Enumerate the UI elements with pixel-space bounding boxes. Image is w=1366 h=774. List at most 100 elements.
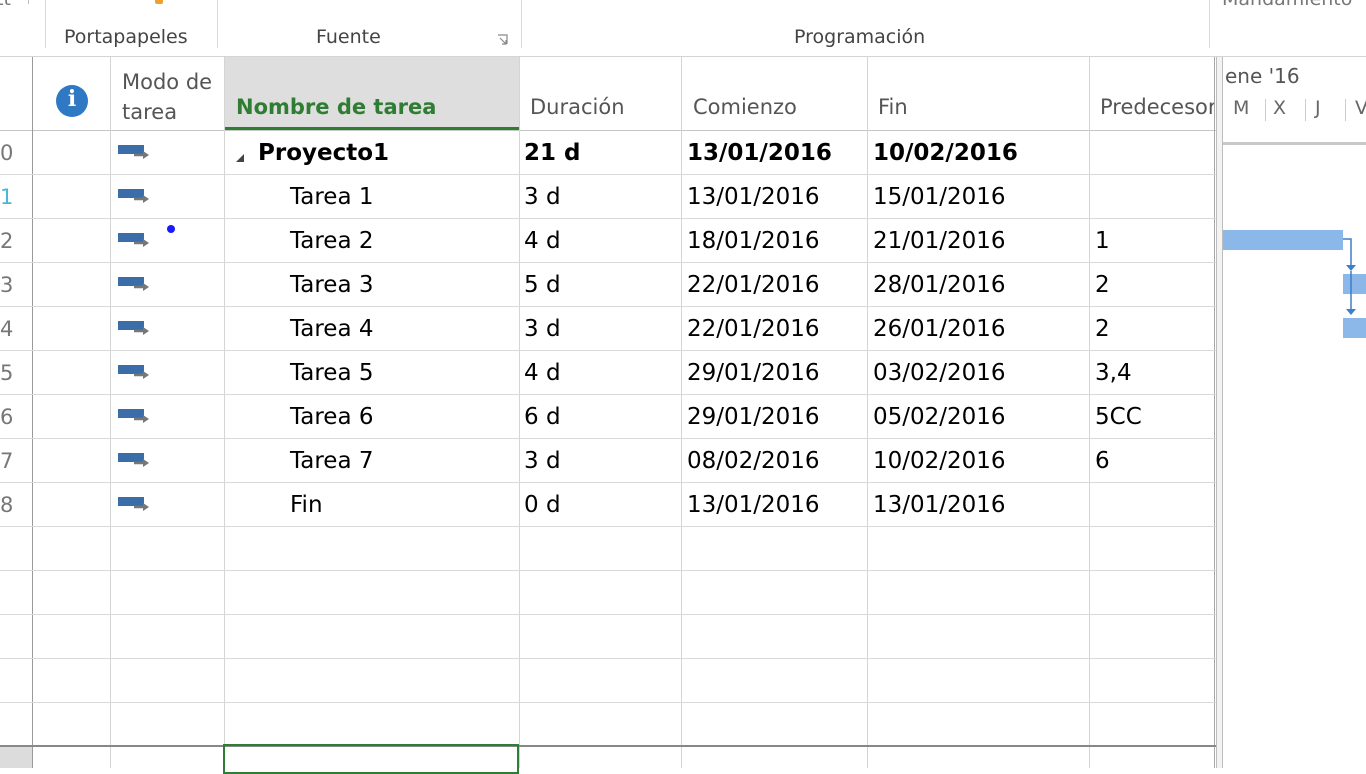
header-task-name[interactable]: Nombre de tarea: [236, 95, 437, 119]
grid-vline: [867, 57, 868, 768]
predecessors-cell[interactable]: 6: [1095, 448, 1110, 474]
task-name-cell[interactable]: Proyecto1: [258, 140, 390, 166]
auto-scheduled-icon: [118, 407, 152, 429]
task-name-cell[interactable]: Fin: [290, 492, 323, 518]
table-row[interactable]: 2 Tarea 2 4 d 18/01/2016 21/01/2016 1: [0, 219, 1214, 263]
header-selected-bg: [225, 57, 519, 129]
info-icon[interactable]: i: [56, 85, 88, 117]
indicator-dot: [167, 225, 175, 233]
finish-cell[interactable]: 10/02/2016: [873, 448, 1006, 474]
paste-icon[interactable]: [155, 0, 163, 4]
row-number: 1: [0, 185, 14, 209]
table-row[interactable]: 1 Tarea 1 3 d 13/01/2016 15/01/2016: [0, 175, 1214, 219]
task-sheet[interactable]: i Modo de tarea Nombre de tarea Duración…: [0, 57, 1216, 774]
grid-row-line: [0, 614, 1216, 615]
gantt-dependency-links: [1343, 238, 1356, 315]
gantt-bar-tarea-4[interactable]: [1343, 318, 1366, 338]
start-cell[interactable]: 22/01/2016: [687, 272, 820, 298]
grid-row-line: [0, 350, 1216, 351]
header-start[interactable]: Comienzo: [693, 95, 797, 119]
predecessors-cell[interactable]: 2: [1095, 272, 1110, 298]
finish-cell[interactable]: 15/01/2016: [873, 184, 1006, 210]
grid-row-line: [0, 262, 1216, 263]
auto-scheduled-icon: [118, 231, 152, 253]
gantt-summary-line: [1223, 142, 1366, 145]
finish-cell[interactable]: 26/01/2016: [873, 316, 1006, 342]
predecessors-cell[interactable]: 3,4: [1095, 360, 1132, 386]
grid-row-line: [0, 306, 1216, 307]
duration-cell[interactable]: 4 d: [524, 360, 561, 386]
header-task-mode-line1: Modo de: [122, 70, 213, 94]
ribbon: tt Portapapeles Fuente Programación Mand…: [0, 0, 1366, 57]
gantt-bar-tarea-3[interactable]: [1343, 274, 1366, 294]
task-name-cell[interactable]: Tarea 1: [290, 184, 374, 210]
task-name-cell[interactable]: Tarea 6: [290, 404, 374, 430]
finish-cell[interactable]: 05/02/2016: [873, 404, 1006, 430]
start-cell[interactable]: 08/02/2016: [687, 448, 820, 474]
view-splitter[interactable]: [1216, 57, 1223, 768]
duration-cell[interactable]: 6 d: [524, 404, 561, 430]
finish-cell[interactable]: 03/02/2016: [873, 360, 1006, 386]
duration-cell[interactable]: 3 d: [524, 184, 561, 210]
table-row[interactable]: 4 Tarea 4 3 d 22/01/2016 26/01/2016 2: [0, 307, 1214, 351]
grid-vline: [32, 57, 33, 768]
row-number: 8: [0, 493, 14, 517]
auto-scheduled-icon: [118, 319, 152, 341]
table-row[interactable]: 0 Proyecto1 21 d 13/01/2016 10/02/2016: [0, 131, 1214, 175]
header-task-mode-line2: tarea: [122, 100, 178, 124]
auto-scheduled-icon: [118, 187, 152, 209]
task-name-cell[interactable]: Tarea 2: [290, 228, 374, 254]
predecessors-cell[interactable]: 2: [1095, 316, 1110, 342]
task-name-cell[interactable]: Tarea 5: [290, 360, 374, 386]
start-cell[interactable]: 29/01/2016: [687, 360, 820, 386]
table-row[interactable]: 7 Tarea 7 3 d 08/02/2016 10/02/2016 6: [0, 439, 1214, 483]
row-number: 7: [0, 449, 14, 473]
start-cell[interactable]: 13/01/2016: [687, 140, 832, 166]
gantt-day-sep: [1305, 99, 1306, 121]
start-cell[interactable]: 13/01/2016: [687, 184, 820, 210]
predecessors-cell[interactable]: 5CC: [1095, 404, 1142, 430]
duration-cell[interactable]: 0 d: [524, 492, 561, 518]
header-task-mode[interactable]: Modo de tarea: [122, 67, 212, 127]
task-name-cell[interactable]: Tarea 3: [290, 272, 374, 298]
finish-cell[interactable]: 13/01/2016: [873, 492, 1006, 518]
header-duration[interactable]: Duración: [530, 95, 625, 119]
duration-cell[interactable]: 4 d: [524, 228, 561, 254]
duration-cell[interactable]: 5 d: [524, 272, 561, 298]
start-cell[interactable]: 18/01/2016: [687, 228, 820, 254]
row-number: 6: [0, 405, 14, 429]
ribbon-separator: [217, 0, 218, 48]
table-row[interactable]: 8 Fin 0 d 13/01/2016 13/01/2016: [0, 483, 1214, 527]
grid-vline: [681, 57, 682, 768]
duration-cell[interactable]: 3 d: [524, 316, 561, 342]
table-row[interactable]: 5 Tarea 5 4 d 29/01/2016 03/02/2016 3,4: [0, 351, 1214, 395]
auto-scheduled-icon: [118, 275, 152, 297]
duration-cell[interactable]: 21 d: [524, 140, 581, 166]
task-name-cell[interactable]: Tarea 4: [290, 316, 374, 342]
table-row[interactable]: 6 Tarea 6 6 d 29/01/2016 05/02/2016 5CC: [0, 395, 1214, 439]
finish-cell[interactable]: 10/02/2016: [873, 140, 1018, 166]
finish-cell[interactable]: 21/01/2016: [873, 228, 1006, 254]
ribbon-cut-text-right: Mandamiento: [1222, 0, 1352, 10]
start-cell[interactable]: 22/01/2016: [687, 316, 820, 342]
ribbon-separator: [521, 0, 522, 48]
ribbon-separator: [1209, 0, 1210, 48]
header-predecessors[interactable]: Predecesor: [1100, 95, 1214, 119]
gantt-bar-tarea-2[interactable]: [1223, 230, 1343, 250]
header-finish[interactable]: Fin: [878, 95, 908, 119]
table-row[interactable]: 3 Tarea 3 5 d 22/01/2016 28/01/2016 2: [0, 263, 1214, 307]
start-cell[interactable]: 29/01/2016: [687, 404, 820, 430]
start-cell[interactable]: 13/01/2016: [687, 492, 820, 518]
duration-cell[interactable]: 3 d: [524, 448, 561, 474]
grid-vline-right-edge: [1214, 57, 1215, 768]
active-cell[interactable]: [223, 744, 519, 774]
predecessors-cell[interactable]: 1: [1095, 228, 1110, 254]
gantt-day-v: V: [1355, 97, 1366, 119]
finish-cell[interactable]: 28/01/2016: [873, 272, 1006, 298]
ribbon-separator: [45, 0, 46, 48]
gantt-chart[interactable]: ene '16 M X J V: [1223, 57, 1366, 768]
collapse-triangle-icon[interactable]: [235, 148, 245, 167]
font-dialog-launcher-icon[interactable]: [496, 32, 510, 46]
task-name-cell[interactable]: Tarea 7: [290, 448, 374, 474]
header-bottom-border: [0, 130, 1216, 131]
